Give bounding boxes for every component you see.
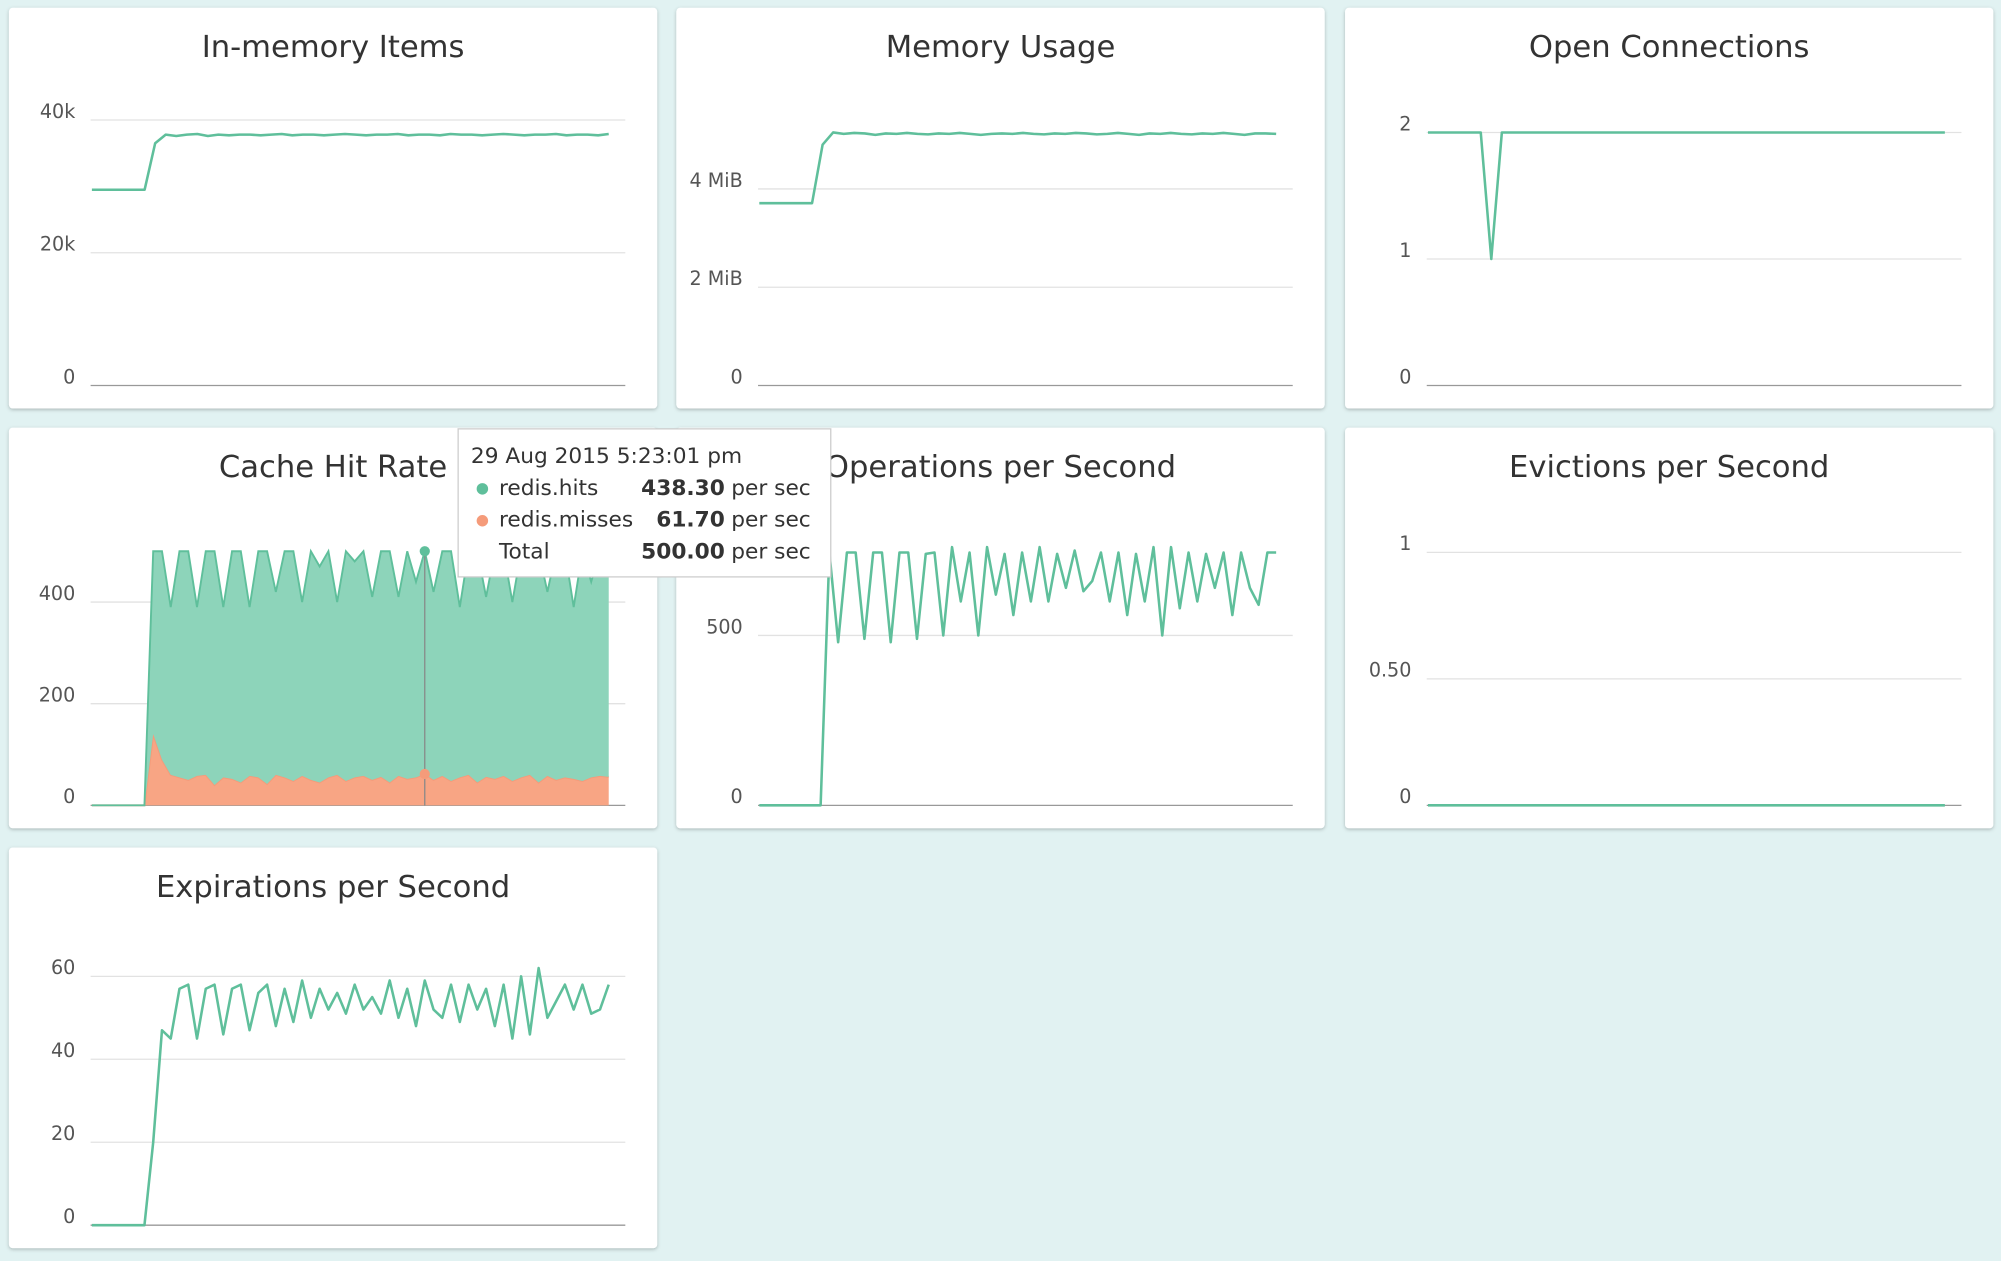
cursor-dot xyxy=(419,768,430,780)
y-tick-label: 2 xyxy=(1399,112,1411,135)
y-tick-label: 4 MiB xyxy=(690,169,743,192)
y-tick-label: 0.50 xyxy=(1369,659,1412,682)
y-tick-label: 1 xyxy=(1399,239,1411,262)
chart-title: Operations per Second xyxy=(825,450,1176,485)
area-series xyxy=(91,734,609,806)
y-tick-label: 40 xyxy=(51,1039,75,1062)
y-tick-label: 0 xyxy=(63,785,75,808)
line-series xyxy=(759,131,1277,205)
line-series xyxy=(91,966,610,1227)
y-tick-label: 0 xyxy=(63,365,75,388)
tooltip-value: 438.30 xyxy=(641,476,725,501)
y-tick-label: 20 xyxy=(51,1122,75,1145)
panel xyxy=(676,427,1325,829)
y-tick-label: 0 xyxy=(1399,365,1411,388)
panel xyxy=(1345,427,1994,829)
line-series xyxy=(1428,131,1945,261)
tooltip-total-value: 500.00 xyxy=(641,540,725,565)
tooltip-dot xyxy=(476,515,489,527)
y-tick-label: 400 xyxy=(39,582,76,605)
panel xyxy=(8,7,658,409)
tooltip-unit: per sec xyxy=(731,476,811,501)
chart-title: Expirations per Second xyxy=(156,870,510,905)
y-tick-label: 40k xyxy=(40,100,76,123)
y-tick-label: 2 MiB xyxy=(690,267,743,290)
chart-title: In-memory Items xyxy=(202,30,465,65)
line-series xyxy=(759,545,1277,807)
y-tick-label: 20k xyxy=(40,233,76,256)
tooltip-value: 61.70 xyxy=(656,508,725,533)
tooltip-name: redis.hits xyxy=(499,476,598,501)
tooltip-dot xyxy=(476,483,489,495)
y-tick-label: 60 xyxy=(51,956,75,979)
chart-title: Open Connections xyxy=(1529,30,1810,65)
line-series xyxy=(91,132,609,191)
chart-title: Memory Usage xyxy=(886,30,1116,65)
tooltip-title: 29 Aug 2015 5:23:01 pm xyxy=(471,444,742,469)
panel xyxy=(8,847,658,1249)
y-tick-label: 1 xyxy=(1399,532,1411,555)
y-tick-label: 0 xyxy=(1399,785,1411,808)
tooltip-name: redis.misses xyxy=(499,508,633,533)
chart-title: Cache Hit Rate xyxy=(219,450,447,485)
tooltip xyxy=(457,428,832,578)
tooltip-unit: per sec xyxy=(731,540,811,565)
y-tick-label: 200 xyxy=(39,684,76,707)
y-tick-label: 0 xyxy=(63,1205,75,1228)
y-tick-label: 500 xyxy=(706,615,743,638)
area-series xyxy=(91,551,609,806)
y-tick-label: 0 xyxy=(731,365,743,388)
y-tick-label: 0 xyxy=(731,785,743,808)
cursor-dot xyxy=(419,546,430,557)
panel xyxy=(1345,7,1994,409)
panel xyxy=(676,7,1325,409)
tooltip-unit: per sec xyxy=(731,508,811,533)
tooltip-total-name: Total xyxy=(498,540,550,565)
chart-title: Evictions per Second xyxy=(1509,450,1829,485)
